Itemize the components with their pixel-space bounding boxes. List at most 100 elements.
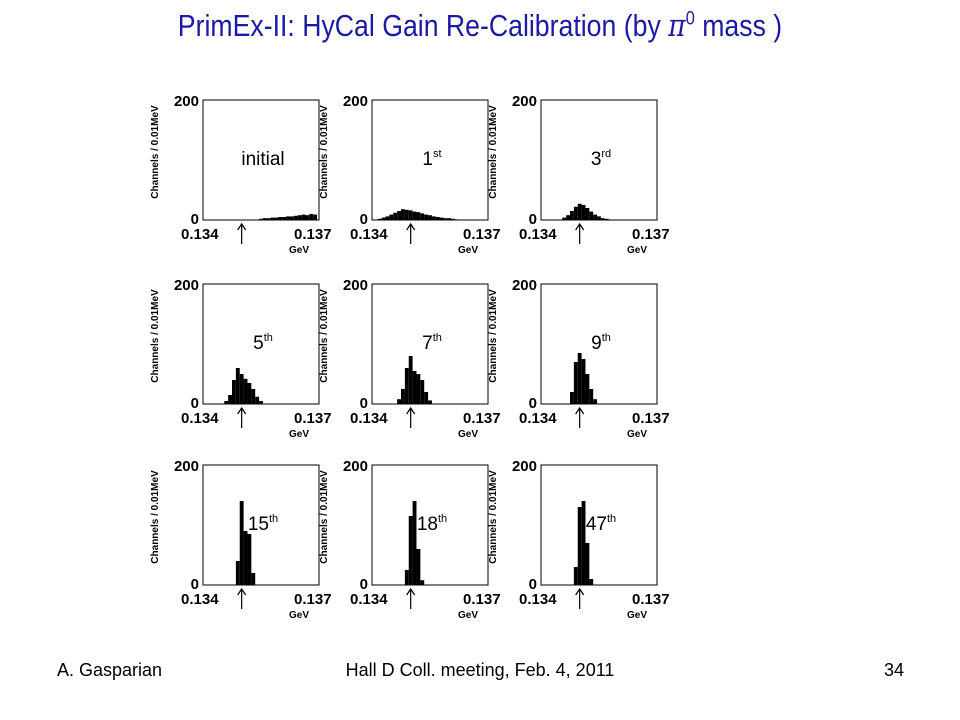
histogram-panel: 200 00.134 0.137 GeV Channels / 0.01MeV 3rd — [488, 93, 670, 256]
iteration-label-text: 47 — [586, 514, 607, 535]
y-axis-label: Channels / 0.01MeV — [319, 105, 330, 199]
y-tick-label: 200 — [343, 93, 368, 110]
histogram-panel: 200 00.134 0.137 GeV Channels / 0.01MeV 9th — [488, 277, 670, 440]
histogram-bar — [593, 399, 598, 404]
iteration-label-text: 7 — [422, 333, 433, 354]
iteration-label: 7th — [422, 332, 442, 354]
x-tick-label: 0.134 — [181, 591, 219, 608]
histogram-bar — [600, 218, 605, 220]
x-tick-label: 0.137 — [463, 226, 501, 243]
histogram-bar — [270, 217, 275, 220]
histogram-bar — [431, 216, 436, 220]
footer-author: A. Gasparian — [57, 660, 163, 680]
histogram-bar — [589, 211, 594, 220]
mass-marker-arrowhead — [575, 587, 585, 596]
x-tick-label: 0.137 — [294, 226, 332, 243]
y-axis-label: Channels / 0.01MeV — [150, 105, 161, 199]
mass-marker-arrowhead — [575, 406, 585, 415]
y-axis-label: Channels / 0.01MeV — [488, 105, 499, 199]
iteration-label-sup: th — [438, 513, 447, 525]
histogram-bar — [585, 543, 590, 585]
title-suffix: mass ) — [694, 8, 783, 43]
iteration-label: 18th — [417, 513, 447, 535]
mass-marker-arrowhead — [406, 587, 416, 596]
iteration-label-text: initial — [241, 149, 284, 170]
iteration-label: 1st — [422, 148, 441, 170]
histogram-bar — [247, 534, 252, 585]
histogram-bar — [581, 359, 586, 404]
x-tick-label: 0.137 — [463, 591, 501, 608]
histogram-bar — [259, 218, 263, 220]
title-symbol-sup: 0 — [685, 8, 695, 30]
iteration-label: 47th — [586, 513, 616, 535]
histogram-bar — [455, 219, 459, 220]
page-number: 34 — [883, 660, 904, 680]
iteration-label-sup: th — [602, 332, 611, 344]
x-tick-label: 0.137 — [294, 591, 332, 608]
histogram-bar — [435, 217, 440, 220]
mass-marker-arrowhead — [237, 587, 247, 596]
iteration-label-sup: th — [264, 332, 273, 344]
iteration-label-sup: th — [607, 513, 616, 525]
iteration-label: 15th — [248, 513, 278, 535]
mass-marker-arrowhead — [406, 222, 416, 231]
histogram-bar — [397, 399, 401, 404]
y-axis-label: Channels / 0.01MeV — [488, 289, 499, 383]
iteration-label-text: 5 — [253, 333, 264, 354]
x-tick-label: 0.134 — [350, 591, 388, 608]
histogram-bar — [408, 516, 413, 585]
histogram-bar — [439, 217, 444, 220]
histogram-bar — [381, 217, 386, 220]
y-axis-label: Channels / 0.01MeV — [150, 470, 161, 564]
y-tick-label: 0 — [529, 395, 537, 412]
histogram-bar — [313, 214, 318, 220]
plot-frame — [371, 464, 489, 586]
histogram-bar — [573, 567, 578, 585]
x-tick-label: 0.137 — [632, 591, 670, 608]
histogram-bar — [573, 206, 578, 220]
histogram-panel: 200 00.134 0.137 GeV Channels / 0.01MeV 7th — [319, 277, 501, 440]
y-tick-label: 200 — [174, 277, 199, 294]
x-tick-label: 0.134 — [519, 410, 557, 427]
histogram-bar — [397, 211, 401, 220]
y-tick-label: 200 — [174, 93, 199, 110]
mass-marker-arrowhead — [237, 406, 247, 415]
histogram-panel: 200 00.134 0.137 GeV Channels / 0.01MeV 1st — [319, 93, 501, 256]
histogram-bar — [401, 389, 405, 404]
histogram-bar — [562, 217, 567, 220]
plot-frame — [540, 464, 658, 586]
x-tick-label: 0.134 — [181, 226, 219, 243]
histogram-bar — [420, 213, 425, 220]
histogram-bar — [589, 579, 594, 585]
histogram-bar — [593, 214, 598, 220]
y-tick-label: 0 — [360, 211, 368, 228]
iteration-label-text: 1 — [422, 149, 433, 170]
histogram-bar — [566, 215, 570, 220]
iteration-label: 9th — [591, 332, 611, 354]
histogram-bar — [420, 580, 425, 585]
histogram-bar — [262, 218, 267, 220]
histogram-bar — [570, 211, 574, 220]
histogram-bar — [577, 353, 582, 404]
histogram-panel: 200 00.134 0.137 GeV Channels / 0.01MeV 47th — [488, 458, 670, 621]
histogram-bar — [581, 205, 586, 220]
mass-marker-arrowhead — [575, 222, 585, 231]
y-axis-label: Channels / 0.01MeV — [319, 470, 330, 564]
histogram-bar — [293, 215, 298, 220]
x-tick-label: 0.134 — [519, 226, 557, 243]
histogram-bar — [305, 215, 310, 220]
x-tick-label: 0.134 — [350, 410, 388, 427]
histogram-bar — [404, 570, 409, 585]
iteration-label-sup: th — [269, 513, 278, 525]
x-tick-label: 0.134 — [519, 591, 557, 608]
histogram-bar — [389, 214, 394, 220]
histogram-panel: 200 00.134 0.137 GeV Channels / 0.01MeV 18th — [319, 458, 501, 621]
y-tick-label: 200 — [174, 458, 199, 475]
histogram-bar — [416, 374, 421, 404]
slide-title: PrimEx-II: HyCal Gain Re-Calibration (by… — [67, 8, 893, 44]
histogram-bar — [309, 214, 314, 220]
histogram-bar — [424, 214, 429, 220]
y-tick-label: 200 — [343, 458, 368, 475]
x-tick-label: 0.137 — [632, 410, 670, 427]
y-axis-label: Channels / 0.01MeV — [488, 470, 499, 564]
